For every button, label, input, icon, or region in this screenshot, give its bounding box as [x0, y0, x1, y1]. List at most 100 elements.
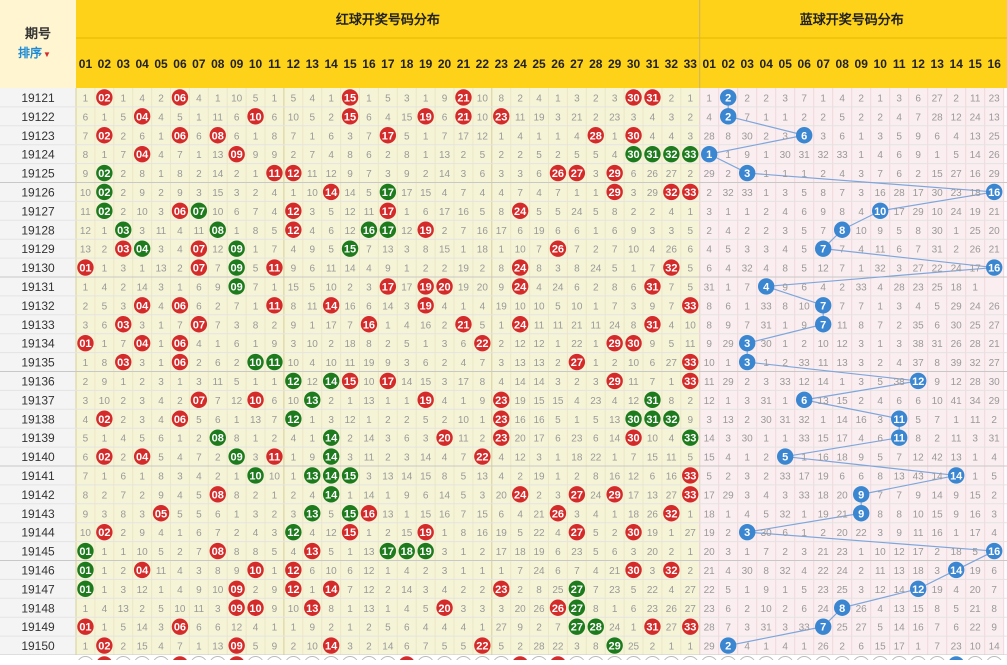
omission-value: 6: [687, 245, 693, 256]
red-ball-label: 29: [609, 489, 621, 501]
red-ball-label: 19: [420, 225, 432, 237]
omission-value: 1: [253, 434, 259, 445]
red-ball: [568, 523, 586, 541]
red-ball-label: 07: [193, 244, 205, 256]
omission-value: 7: [669, 282, 675, 293]
omission-value: 8: [782, 264, 788, 275]
omission-value: 3: [706, 207, 712, 218]
omission-value: 1: [366, 415, 372, 426]
omission-value: 1: [744, 301, 750, 312]
red-ball-label: 02: [98, 641, 110, 653]
omission-value: 18: [515, 547, 527, 558]
blue-ball: [891, 410, 908, 427]
omission-value: 12: [401, 226, 413, 237]
omission-value: 4: [177, 245, 183, 256]
omission-value: 9: [158, 490, 164, 501]
omission-value: 8: [991, 604, 997, 615]
omission-value: 4: [139, 93, 145, 104]
omission-value: 1: [291, 623, 297, 634]
period-number: 19136: [21, 374, 55, 388]
omission-value: 1: [404, 264, 410, 275]
red-number-header: 09: [230, 57, 244, 71]
omission-value: 7: [612, 245, 618, 256]
omission-value: 12: [515, 453, 527, 464]
omission-value: 2: [725, 169, 731, 180]
red-ball-label: 33: [684, 357, 696, 369]
omission-value: 2: [612, 358, 618, 369]
omission-value: 30: [989, 377, 1001, 388]
omission-value: 4: [612, 396, 618, 407]
omission-value: 8: [631, 320, 637, 331]
omission-value: 4: [309, 490, 315, 501]
omission-value: 18: [477, 245, 489, 256]
omission-value: 8: [234, 547, 240, 558]
omission-value: 6: [858, 471, 864, 482]
omission-value: 10: [137, 207, 149, 218]
red-ball-label: 12: [287, 225, 299, 237]
omission-value: 37: [913, 358, 925, 369]
green-ball: [682, 429, 699, 446]
sort-link[interactable]: 排序: [18, 45, 42, 60]
omission-value: 5: [309, 112, 315, 123]
omission-value: 2: [517, 585, 523, 596]
omission-value: 9: [291, 320, 297, 331]
green-ball-label: 30: [627, 149, 639, 161]
red-ball: [171, 297, 189, 314]
omission-value: 9: [385, 264, 391, 275]
omission-value: 3: [139, 226, 145, 237]
omission-value: 23: [571, 547, 583, 558]
omission-value: 4: [669, 131, 675, 142]
omission-value: 8: [120, 509, 126, 520]
omission-value: 2: [934, 547, 940, 558]
omission-value: 6: [915, 396, 921, 407]
omission-value: 6: [215, 415, 221, 426]
omission-value: 7: [423, 642, 429, 653]
omission-value: 29: [704, 642, 716, 653]
omission-value: 8: [480, 377, 486, 388]
omission-value: 19: [458, 282, 470, 293]
red-ball-label: 14: [325, 187, 338, 199]
omission-value: 1: [272, 490, 278, 501]
omission-value: 8: [593, 471, 599, 482]
red-number-header: 23: [495, 57, 509, 71]
red-ball-label: 16: [363, 319, 375, 331]
red-ball: [133, 561, 151, 579]
omission-value: 33: [799, 358, 811, 369]
red-ball: [606, 183, 623, 201]
omission-value: 7: [215, 264, 221, 275]
omission-value: 1: [763, 112, 769, 123]
red-ball: [663, 561, 680, 579]
omission-value: 2: [744, 604, 750, 615]
omission-value: 6: [593, 434, 599, 445]
omission-value: 2: [442, 320, 448, 331]
omission-value: 3: [972, 434, 978, 445]
omission-value: 9: [498, 282, 504, 293]
omission-value: 25: [552, 585, 564, 596]
omission-value: 7: [555, 188, 561, 199]
omission-value: 9: [650, 339, 656, 350]
omission-value: 12: [837, 339, 849, 350]
omission-value: 2: [555, 358, 561, 369]
omission-value: 3: [593, 377, 599, 388]
omission-value: 2: [120, 282, 126, 293]
omission-value: 3: [139, 509, 145, 520]
omission-value: 8: [877, 471, 883, 482]
red-number-header: 01: [79, 57, 93, 71]
green-ball-label: 17: [382, 225, 394, 237]
omission-value: 4: [196, 93, 202, 104]
omission-value: 13: [439, 150, 451, 161]
omission-value: 30: [780, 150, 792, 161]
omission-value: 2: [385, 339, 391, 350]
omission-value: 16: [477, 226, 489, 237]
red-ball: [436, 429, 453, 446]
omission-value: 15: [420, 188, 432, 199]
omission-value: 1: [158, 169, 164, 180]
omission-value: 18: [344, 339, 356, 350]
omission-value: 7: [120, 150, 126, 161]
omission-value: 1: [858, 264, 864, 275]
omission-value: 7: [877, 490, 883, 501]
omission-value: 2: [555, 150, 561, 161]
red-ball-label: 17: [382, 376, 394, 388]
omission-value: 7: [915, 112, 921, 123]
omission-value: 2: [839, 282, 845, 293]
